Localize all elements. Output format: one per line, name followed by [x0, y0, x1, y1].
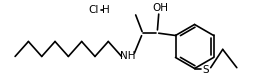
Text: H: H — [102, 5, 110, 15]
Text: OH: OH — [152, 3, 168, 13]
Text: NH: NH — [120, 51, 136, 61]
Text: Cl: Cl — [88, 5, 99, 15]
Text: S: S — [203, 65, 209, 75]
